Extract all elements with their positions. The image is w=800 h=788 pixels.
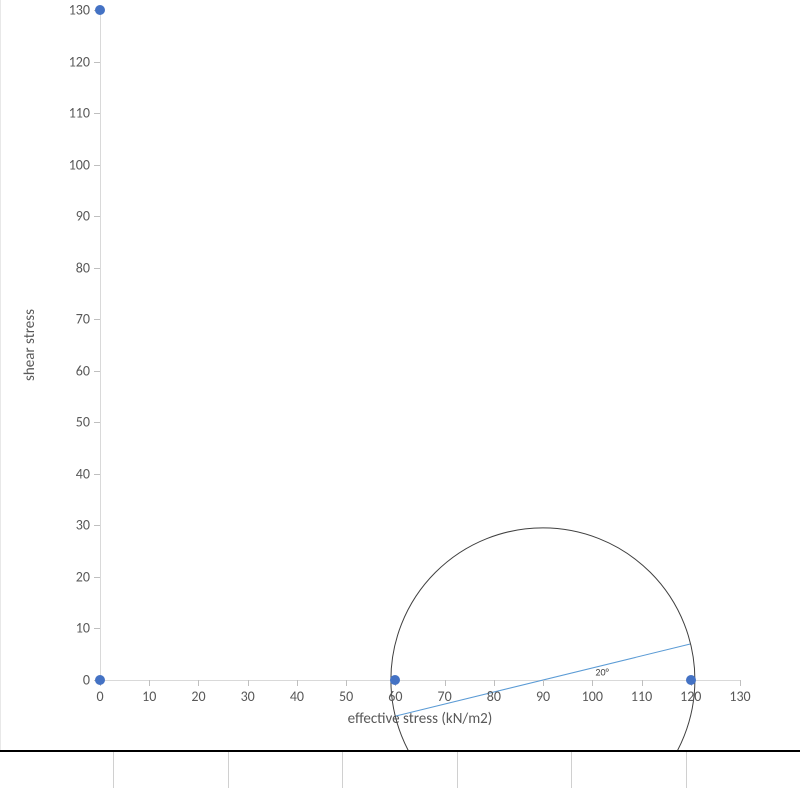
x-tick [198,680,199,686]
x-tick-label: 130 [729,688,750,705]
x-tick-label: 60 [388,688,402,705]
x-tick [346,680,347,686]
spreadsheet-cell[interactable] [114,752,228,788]
x-tick-label: 30 [241,688,255,705]
spreadsheet-cell[interactable] [343,752,457,788]
y-tick-label: 80 [60,259,90,276]
y-tick [94,577,100,578]
x-tick-label: 20 [191,688,205,705]
x-tick [642,680,643,686]
x-tick-label: 100 [582,688,603,705]
y-tick-label: 30 [60,517,90,534]
y-tick [94,165,100,166]
y-tick-label: 10 [60,620,90,637]
angle-annotation: 20° [595,666,609,679]
data-point [390,675,400,685]
x-tick-label: 0 [96,688,103,705]
y-axis-label: shear stress [21,309,39,381]
x-tick [543,680,544,686]
spreadsheet-cell[interactable] [458,752,572,788]
bg-gridline [0,0,1,750]
y-tick-label: 60 [60,362,90,379]
spreadsheet-cell[interactable] [229,752,343,788]
x-tick-label: 10 [142,688,156,705]
y-tick-label: 40 [60,465,90,482]
y-tick-label: 50 [60,414,90,431]
y-tick-label: 0 [60,672,90,689]
data-point [95,5,105,15]
x-tick-label: 90 [536,688,550,705]
y-tick [94,319,100,320]
y-tick [94,268,100,269]
spreadsheet-row [0,750,800,788]
data-point [95,675,105,685]
x-tick [149,680,150,686]
x-tick [248,680,249,686]
y-tick [94,628,100,629]
y-tick [94,371,100,372]
y-tick-label: 20 [60,568,90,585]
y-tick [94,62,100,63]
spreadsheet-cell[interactable] [687,752,800,788]
spreadsheet-cell[interactable] [572,752,686,788]
x-tick-label: 80 [487,688,501,705]
y-tick-label: 70 [60,311,90,328]
data-point [686,675,696,685]
spreadsheet-cell[interactable] [0,752,114,788]
x-tick-label: 70 [438,688,452,705]
x-tick-label: 40 [290,688,304,705]
y-tick-label: 90 [60,208,90,225]
y-tick [94,422,100,423]
y-tick [94,525,100,526]
x-tick [592,680,593,686]
y-tick [94,474,100,475]
y-tick-label: 120 [60,53,90,70]
x-tick-label: 110 [631,688,652,705]
y-tick [94,113,100,114]
y-tick [94,216,100,217]
x-tick [740,680,741,686]
y-tick-label: 110 [60,105,90,122]
x-tick [297,680,298,686]
x-tick [494,680,495,686]
y-tick-label: 100 [60,156,90,173]
x-tick [445,680,446,686]
x-tick-label: 50 [339,688,353,705]
chart-container: shear stress effective stress (kN/m2) 20… [0,0,800,788]
y-axis-line [100,10,101,680]
x-tick-label: 120 [680,688,701,705]
y-tick-label: 130 [60,2,90,19]
